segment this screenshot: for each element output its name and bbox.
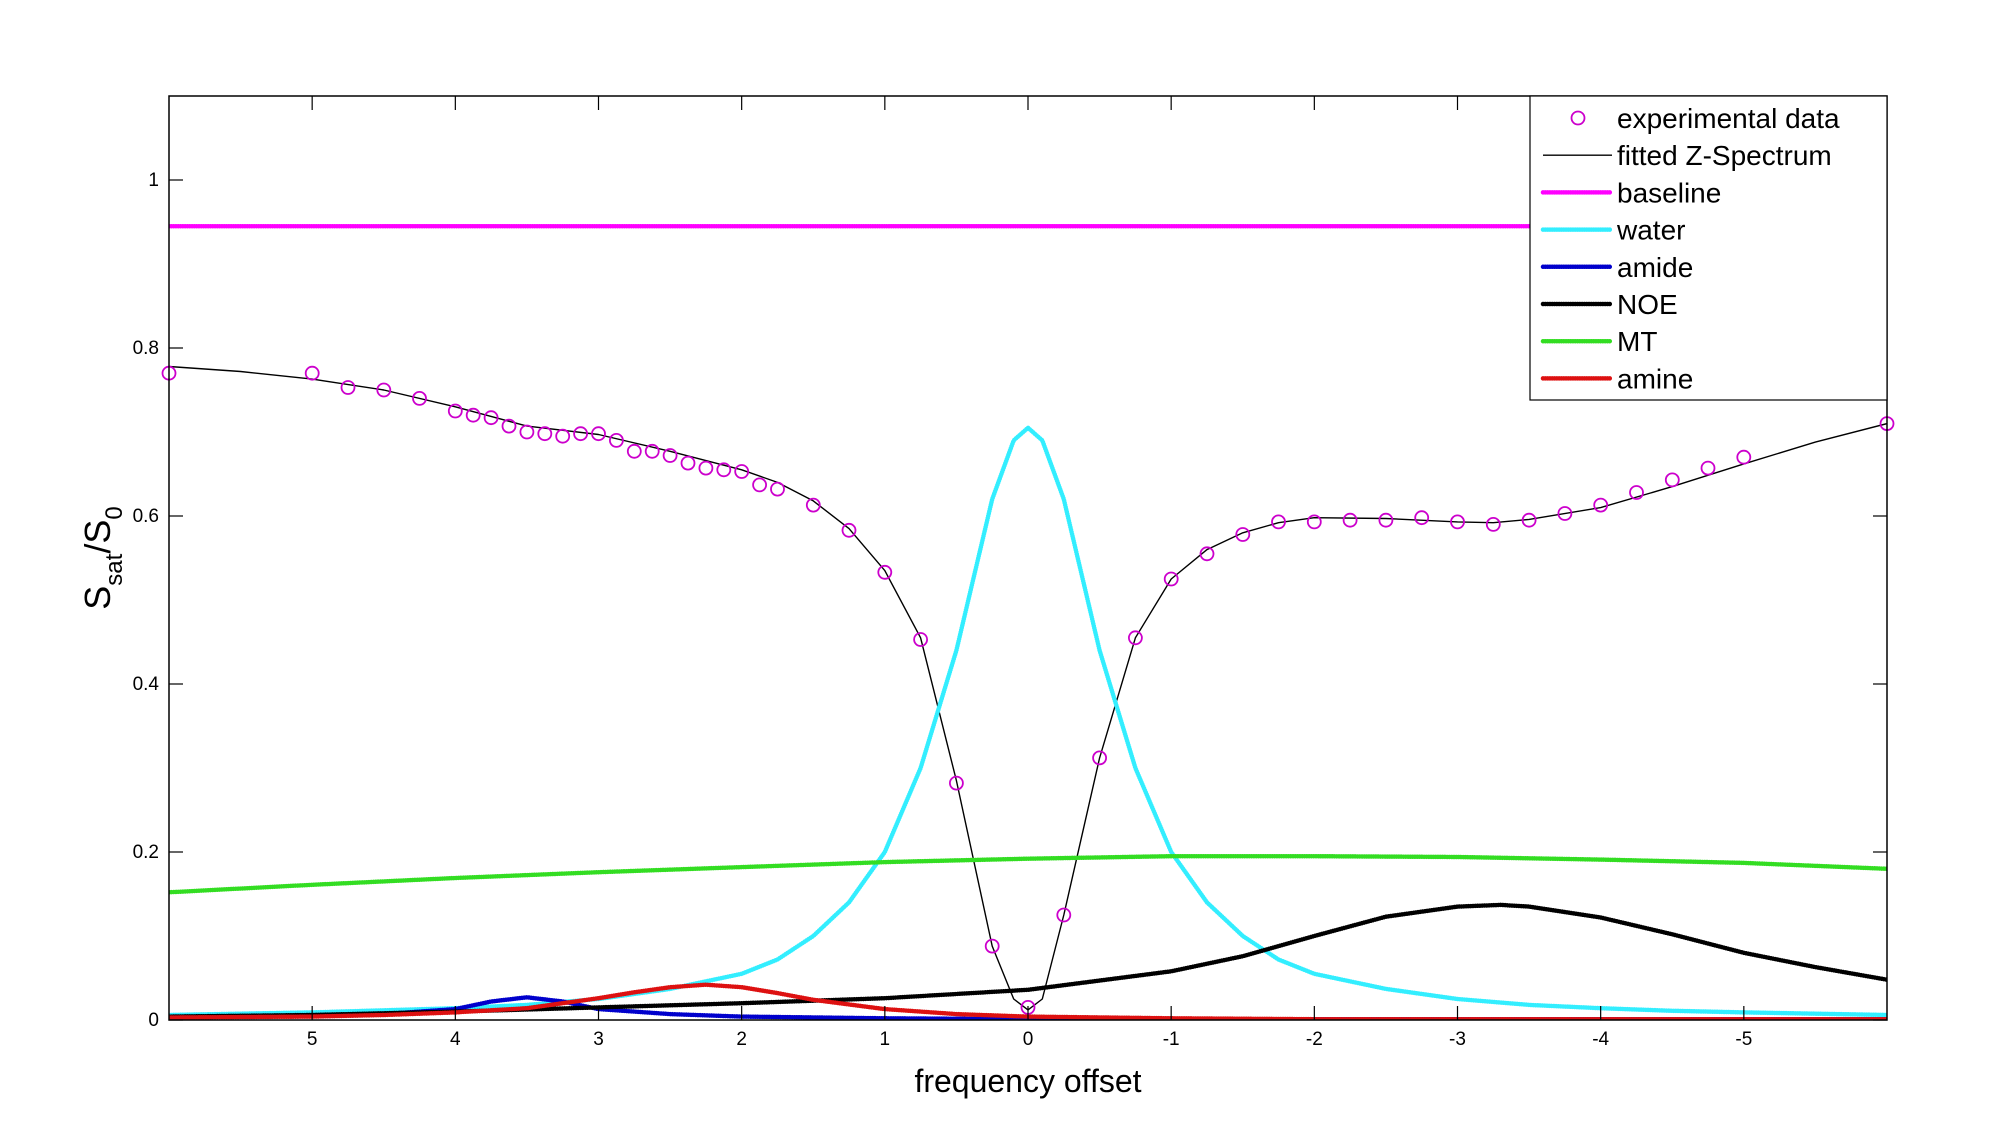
legend-box	[1529, 95, 1888, 401]
experimental-data-point	[1306, 514, 1322, 530]
y-axis-label-main: S	[77, 586, 118, 610]
y-axis-label-mid: /S	[77, 520, 118, 554]
experimental-data-point	[770, 481, 785, 497]
y-tick-label: 0.8	[133, 338, 159, 359]
experimental-data-point	[734, 464, 750, 479]
experimental-data-point	[752, 477, 767, 493]
experimental-data-point	[1128, 630, 1143, 646]
experimental-data-point	[716, 462, 732, 478]
experimental-data-point	[1521, 512, 1537, 528]
experimental-data-point	[609, 432, 624, 448]
x-tick-label: 3	[593, 1029, 604, 1050]
legend-label-experimental-data: experimental data	[1617, 103, 1840, 134]
y-tick-label: 0.4	[133, 674, 160, 695]
experimental-data-point	[984, 938, 1000, 954]
legend-label-fitted-z-spectrum: fitted Z-Spectrum	[1617, 140, 1832, 171]
experimental-data-point	[680, 455, 696, 471]
experimental-data-point	[1271, 514, 1286, 530]
experimental-data-point	[1414, 510, 1430, 526]
experimental-data-point	[841, 522, 857, 538]
y-axis-label-sub-0: 0	[101, 506, 128, 519]
experimental-data-point	[1736, 449, 1752, 465]
legend-label-noe: NOE	[1617, 289, 1678, 320]
experimental-data-point	[555, 428, 571, 444]
ticks-layer: 5 4 3 2 1 0 -1 -2 -3 -4 -5 0 0.2 0.4 0.6 0.8 1	[133, 96, 1887, 1050]
experimental-data-point	[1557, 506, 1573, 521]
experimental-data-point	[1378, 512, 1394, 528]
experimental-data-point	[1593, 497, 1609, 513]
legend-label-amine: amine	[1617, 363, 1693, 394]
experimental-data-point	[662, 448, 678, 463]
experimental-data-point	[1664, 472, 1680, 488]
y-tick-label: 0.6	[133, 506, 159, 527]
experimental-data-point	[1485, 517, 1501, 532]
experimental-data-point	[949, 775, 964, 791]
legend: experimental data fitted Z-Spectrum baseli…	[1529, 95, 1888, 401]
x-tick-label: -1	[1163, 1029, 1180, 1050]
legend-marker-experimental-data	[1570, 110, 1586, 126]
experimental-data-point	[877, 564, 893, 580]
experimental-data-point	[465, 407, 481, 423]
experimental-data-point	[1450, 514, 1465, 530]
legend-label-amide: amide	[1617, 252, 1693, 283]
x-tick-label: 2	[736, 1029, 747, 1050]
y-tick-label: 0	[148, 1010, 159, 1031]
experimental-data-point	[1235, 527, 1251, 542]
x-tick-label: 5	[307, 1029, 318, 1050]
y-tick-label: 1	[148, 170, 159, 191]
x-tick-label: 0	[1023, 1029, 1034, 1050]
experimental-data-point	[412, 390, 427, 406]
legend-label-mt: MT	[1617, 326, 1657, 357]
x-tick-label: 4	[450, 1029, 461, 1050]
experimental-data-point	[340, 380, 356, 395]
experimental-data-point	[591, 426, 606, 442]
experimental-data-point	[1056, 907, 1072, 923]
experimental-data-point	[1629, 485, 1644, 500]
y-tick-label: 0.2	[133, 842, 159, 863]
experimental-data-point	[376, 382, 392, 398]
experimental-data-point	[626, 443, 642, 459]
x-tick-label: -3	[1449, 1029, 1466, 1050]
y-axis-label-sub-sat: sat	[101, 553, 128, 585]
x-tick-label: -2	[1306, 1029, 1323, 1050]
x-tick-label: 1	[880, 1029, 891, 1050]
y-axis-label: Ssat/S0	[77, 506, 128, 609]
experimental-data-point	[304, 365, 320, 381]
experimental-data-point	[537, 426, 553, 442]
x-tick-label: -4	[1592, 1029, 1609, 1050]
plot-frame	[168, 95, 1888, 1021]
experimental-data-point	[483, 410, 499, 426]
legend-label-water: water	[1616, 215, 1685, 246]
svg-text:Ssat/S0: Ssat/S0	[77, 506, 128, 609]
experimental-data-point	[519, 424, 535, 440]
experimental-data-point	[913, 632, 928, 647]
series-mt-line	[169, 853, 1887, 895]
experimental-data-point	[1199, 546, 1215, 562]
experimental-data-point	[644, 443, 660, 459]
legend-label-baseline: baseline	[1617, 177, 1721, 208]
legend-items: experimental data fitted Z-Spectrum baseli…	[1540, 103, 1840, 394]
experimental-data-point	[501, 418, 517, 434]
experimental-data-point	[1700, 460, 1716, 476]
experimental-data-point	[1163, 571, 1179, 587]
experimental-data-point	[447, 403, 463, 419]
x-tick-label: -5	[1735, 1029, 1752, 1050]
experimental-data-point	[573, 426, 588, 442]
experimental-data-point	[1092, 750, 1107, 766]
x-axis-label: frequency offset	[914, 1063, 1141, 1099]
experimental-data-point	[698, 460, 714, 476]
experimental-data-point	[805, 497, 821, 513]
experimental-data-point	[1342, 512, 1358, 528]
